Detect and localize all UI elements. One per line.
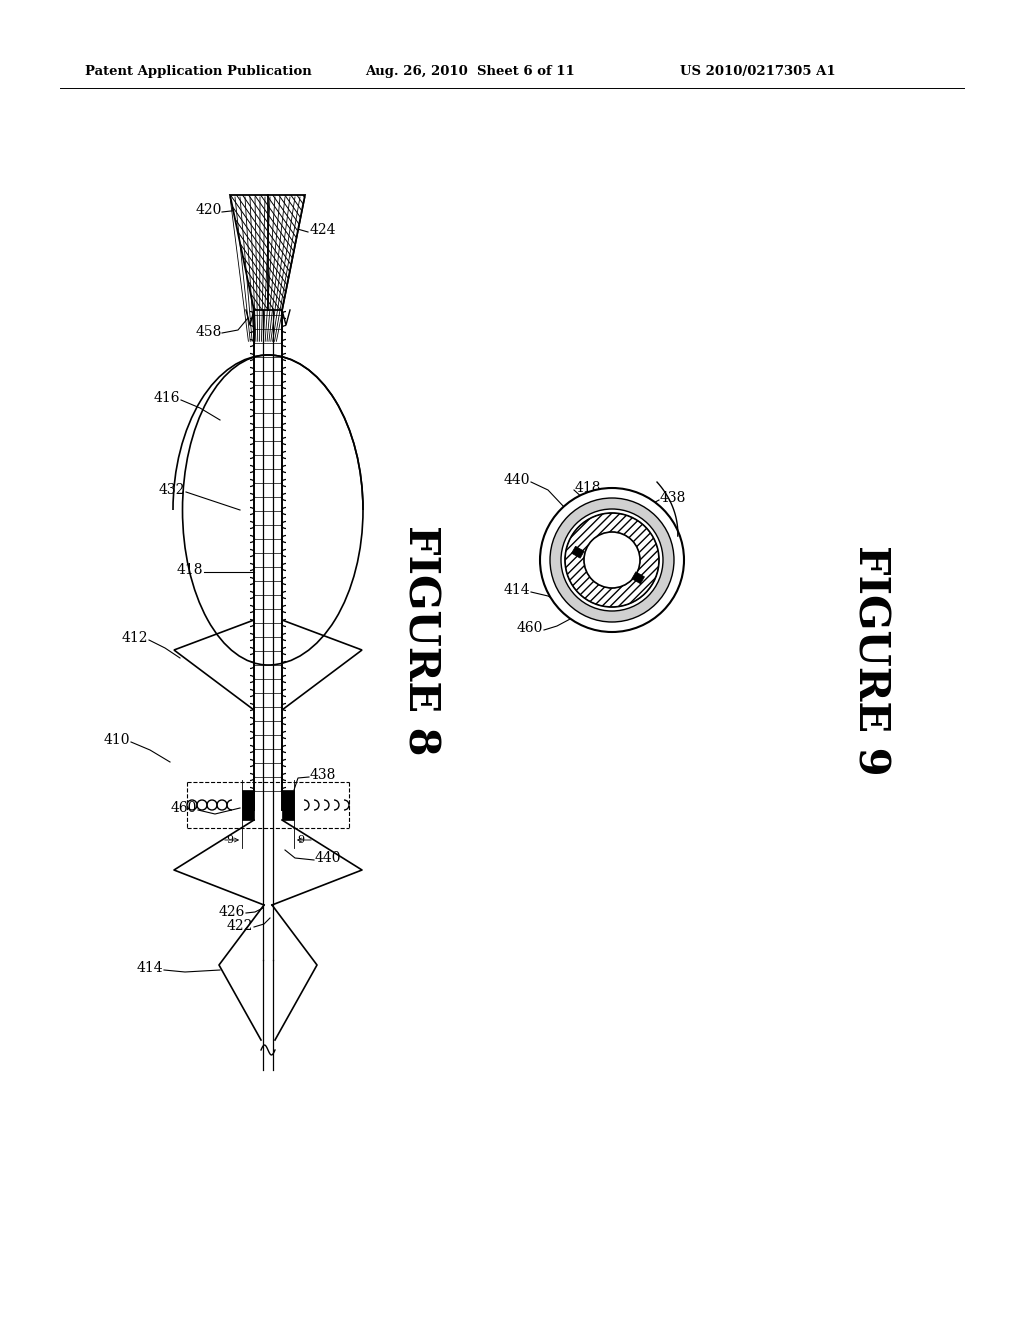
Text: US 2010/0217305 A1: US 2010/0217305 A1: [680, 66, 836, 78]
Text: 9: 9: [297, 836, 304, 845]
Text: 432: 432: [159, 483, 185, 498]
Text: FIGURE 8: FIGURE 8: [399, 525, 441, 755]
Text: 438: 438: [660, 491, 686, 506]
Text: 9: 9: [226, 836, 233, 845]
Circle shape: [565, 513, 659, 607]
Text: FIGURE 9: FIGURE 9: [849, 545, 891, 775]
Text: Patent Application Publication: Patent Application Publication: [85, 66, 311, 78]
Bar: [571, 546, 584, 558]
Text: 460: 460: [171, 801, 197, 814]
Text: 414: 414: [504, 583, 530, 597]
Text: 418: 418: [575, 480, 601, 495]
Text: 412: 412: [122, 631, 148, 645]
Text: 424: 424: [310, 223, 337, 238]
Bar: [632, 572, 644, 583]
Circle shape: [550, 498, 674, 622]
Text: 416: 416: [154, 391, 180, 405]
Text: 438: 438: [310, 768, 336, 781]
Bar: [242, 789, 254, 820]
Text: 422: 422: [226, 919, 253, 933]
Text: 440: 440: [315, 851, 341, 865]
Text: 458: 458: [196, 325, 222, 339]
Text: 418: 418: [176, 564, 203, 577]
Text: 460: 460: [517, 620, 543, 635]
Text: 440: 440: [504, 473, 530, 487]
Bar: [282, 789, 294, 820]
Text: Aug. 26, 2010  Sheet 6 of 11: Aug. 26, 2010 Sheet 6 of 11: [365, 66, 574, 78]
Text: 414: 414: [136, 961, 163, 975]
Circle shape: [561, 510, 663, 611]
Text: 410: 410: [103, 733, 130, 747]
Polygon shape: [230, 195, 305, 310]
Text: 420: 420: [196, 203, 222, 216]
Circle shape: [584, 532, 640, 587]
Circle shape: [540, 488, 684, 632]
Text: 426: 426: [219, 906, 245, 919]
